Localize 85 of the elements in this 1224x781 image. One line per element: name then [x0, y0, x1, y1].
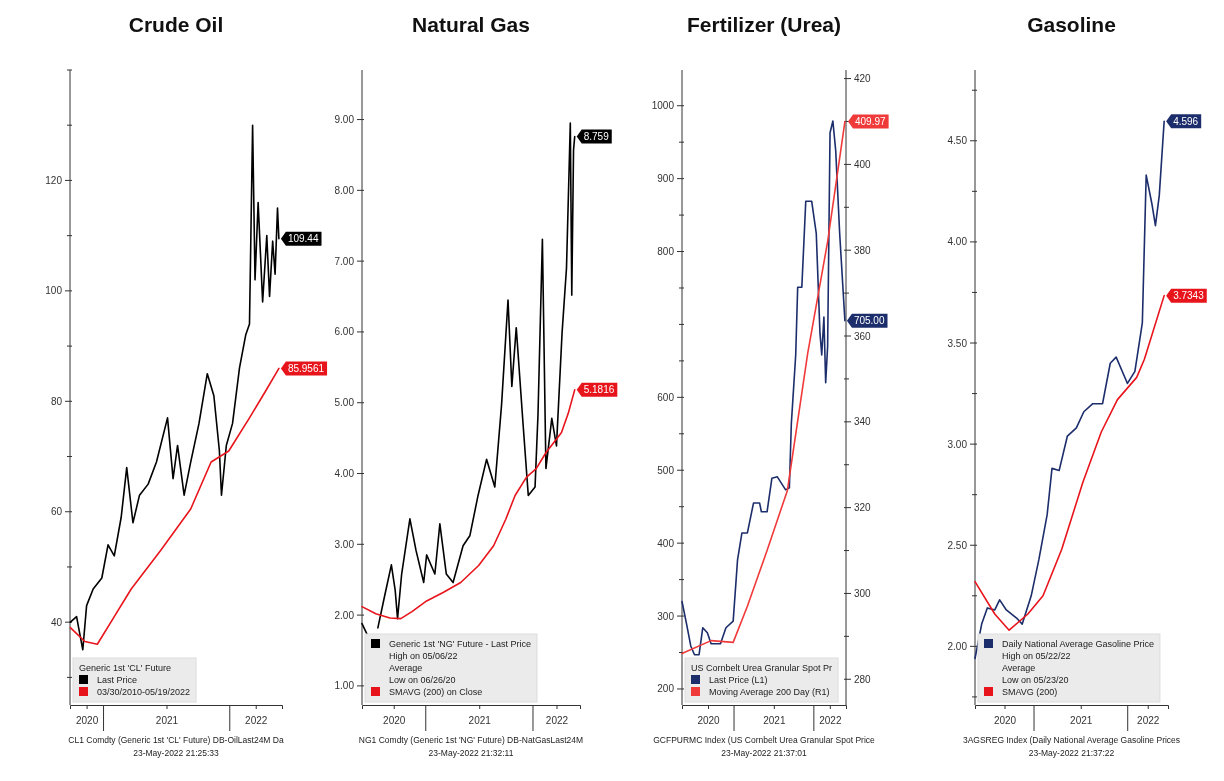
chart-title: Crude Oil — [128, 13, 224, 36]
text: 23-May-2022 21:37:01 — [721, 748, 808, 758]
data-label: 409.97 — [855, 116, 887, 128]
y-tick-label: 80 — [50, 395, 63, 407]
line-series — [361, 389, 576, 620]
data-label: 85.9561 — [287, 362, 325, 374]
y-tick-label: 2.00 — [947, 640, 968, 652]
text: 23-May-2022 21:25:33 — [133, 748, 220, 758]
y2-tick-label: 280 — [854, 673, 872, 685]
y-tick-label: 3.00 — [334, 538, 355, 550]
y2-tick-label: 380 — [854, 244, 872, 256]
y-tick-label: 300 — [657, 610, 675, 622]
text: GCFPURMC Index (US Cornbelt Urea Granular Spot Price — [653, 735, 876, 745]
x-tick-label: 2022 — [1137, 715, 1160, 727]
text: NG1 Comdty (Generic 1st 'NG' Future) DB-NatGasLast24M — [358, 735, 584, 745]
y2-tick-label: 420 — [854, 73, 872, 85]
chart-title: Gasoline — [1027, 13, 1116, 36]
y-tick-label: 900 — [657, 173, 675, 185]
legend-label: Moving Average 200 Day (R1) — [709, 687, 830, 697]
y-tick-label: 500 — [657, 464, 675, 476]
y-tick-label: 3.00 — [947, 438, 968, 450]
annotation: Low on 06/26/20 — [389, 675, 456, 685]
x-tick-label: 2021 — [468, 715, 492, 727]
y-tick-label: 60 — [50, 506, 63, 518]
y2-tick-label: 360 — [854, 330, 872, 342]
y-tick-label: 2.50 — [947, 539, 968, 551]
x-tick-label: 2022 — [819, 715, 842, 727]
y-tick-label: 40 — [50, 616, 63, 628]
x-tick-label: 2020 — [993, 715, 1017, 727]
annotation: High on 05/22/22 — [1002, 651, 1071, 661]
y-tick-label: 200 — [657, 683, 675, 695]
x-tick-label: 2021 — [763, 715, 786, 727]
x-tick-label: 2022 — [545, 715, 569, 727]
annotation: Average — [1002, 663, 1036, 673]
legend-label: SMAVG (200) on Close — [389, 687, 483, 697]
legend-label: Generic 1st 'NG' Future - Last Price — [389, 639, 531, 649]
legend-label: Last Price (L1) — [709, 675, 768, 685]
y-tick-label: 800 — [657, 246, 675, 258]
y-tick-label: 1.00 — [334, 680, 355, 692]
x-tick-label: 2021 — [155, 715, 179, 727]
text: 23-May-2022 21:32:11 — [428, 748, 514, 758]
legend-label: 03/30/2010-05/19/2022 — [97, 687, 191, 697]
data-label: 8.759 — [583, 131, 610, 143]
y-tick-label: 1000 — [651, 100, 675, 112]
legend-title: Generic 1st 'CL' Future — [79, 663, 171, 673]
chart-title: Natural Gas — [412, 13, 530, 36]
y-tick-label: 100 — [45, 285, 63, 297]
data-label: 5.1816 — [583, 384, 615, 396]
x-tick-label: 2021 — [1070, 715, 1093, 727]
data-label: 4.596 — [1173, 115, 1199, 127]
y-tick-label: 4.50 — [947, 135, 968, 147]
legend-label: Last Price — [97, 675, 138, 685]
y-tick-label: 7.00 — [334, 255, 355, 267]
data-label: 109.44 — [287, 233, 319, 245]
y2-tick-label: 400 — [854, 158, 872, 170]
y-tick-label: 8.00 — [334, 184, 355, 196]
y-tick-label: 400 — [657, 537, 675, 549]
y-tick-label: 2.00 — [334, 609, 355, 621]
legend-title: US Cornbelt Urea Granular Spot Pr — [691, 663, 833, 673]
x-tick-label: 2020 — [383, 715, 406, 727]
y-tick-label: 600 — [657, 391, 675, 403]
data-label: 705.00 — [853, 315, 885, 327]
x-tick-label: 2020 — [697, 715, 721, 727]
y2-tick-label: 320 — [854, 502, 872, 514]
annotation: High on 05/06/22 — [389, 651, 458, 661]
y-tick-label: 120 — [45, 174, 63, 186]
text: 3AGSREG Index (Daily National Average Gasoline Prices — [962, 735, 1181, 745]
chart-title: Fertilizer (Urea) — [686, 13, 842, 36]
data-label: 3.7343 — [1173, 290, 1205, 302]
annotation: Average — [389, 663, 423, 673]
x-tick-label: 2022 — [245, 715, 268, 727]
y-tick-label: 4.00 — [334, 468, 355, 480]
x-tick-label: 2020 — [75, 715, 99, 727]
y-tick-label: 4.00 — [947, 236, 968, 248]
legend-label: Daily National Average Gasoline Price — [1002, 639, 1154, 649]
y2-tick-label: 300 — [854, 587, 872, 599]
text: CL1 Comdty (Generic 1st 'CL' Future) DB-OilLast24M Da — [68, 735, 284, 745]
y-tick-label: 6.00 — [334, 326, 355, 338]
y-tick-label: 5.00 — [334, 397, 355, 409]
legend-label: SMAVG (200) — [1002, 687, 1058, 697]
y2-tick-label: 340 — [854, 416, 872, 428]
y-tick-label: 9.00 — [334, 114, 355, 126]
annotation: Low on 05/23/20 — [1002, 675, 1069, 685]
text: 23-May-2022 21:37:22 — [1028, 748, 1115, 758]
y-tick-label: 3.50 — [947, 337, 968, 349]
